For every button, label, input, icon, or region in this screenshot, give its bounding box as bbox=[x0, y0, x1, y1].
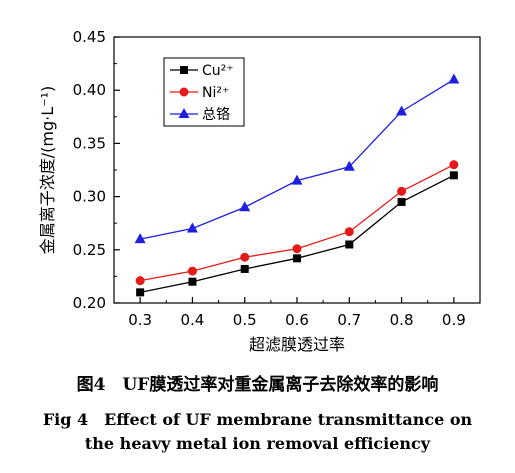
data-point bbox=[397, 186, 407, 196]
data-point bbox=[449, 171, 458, 180]
series-layer bbox=[134, 73, 460, 297]
data-point bbox=[396, 105, 408, 116]
line-chart: 0.3 0.4 0.5 0.6 0.7 0.8 0.9 0.20 0.25 0.30 0.35 0.4… bbox=[38, 28, 481, 354]
x-tick-label: 0.3 bbox=[128, 311, 152, 329]
data-point bbox=[291, 174, 303, 185]
data-point bbox=[239, 201, 251, 212]
series-2 bbox=[135, 160, 459, 286]
data-point bbox=[293, 254, 301, 263]
y-tick-label: 0.35 bbox=[73, 134, 106, 152]
data-point bbox=[343, 160, 355, 171]
legend-marker bbox=[178, 108, 190, 118]
axes: 0.3 0.4 0.5 0.6 0.7 0.8 0.9 0.20 0.25 0.30 0.35 0.4… bbox=[73, 28, 466, 329]
x-tick-label: 0.8 bbox=[390, 311, 414, 329]
x-tick-label: 0.7 bbox=[337, 311, 361, 329]
data-point bbox=[240, 264, 249, 273]
y-tick-label: 0.20 bbox=[73, 294, 106, 312]
series-1 bbox=[136, 171, 458, 297]
x-tick-label: 0.9 bbox=[442, 311, 466, 329]
data-point bbox=[448, 73, 460, 84]
y-tick-label: 0.30 bbox=[73, 188, 106, 206]
x-tick-label: 0.6 bbox=[285, 311, 309, 329]
data-point bbox=[292, 244, 302, 254]
figure-caption-english-line1: Fig 4 Effect of UF membrane transmittanc… bbox=[42, 410, 473, 429]
x-axis-label: 超滤膜透过率 bbox=[249, 335, 345, 354]
data-point bbox=[345, 240, 354, 249]
data-point bbox=[135, 276, 145, 286]
series-3 bbox=[134, 73, 460, 244]
legend-marker bbox=[179, 87, 189, 97]
data-point bbox=[186, 222, 198, 233]
data-point bbox=[240, 252, 250, 262]
y-tick-label: 0.40 bbox=[73, 81, 106, 99]
legend: Cu²⁺ Ni²⁺ 总铬 bbox=[163, 57, 245, 127]
data-point bbox=[136, 288, 145, 297]
series-line bbox=[140, 174, 455, 293]
y-tick-label: 0.25 bbox=[73, 241, 106, 259]
data-point bbox=[397, 197, 406, 206]
data-point bbox=[449, 160, 459, 170]
figure-caption-english-line2: the heavy metal ion removal efficiency bbox=[84, 434, 431, 453]
data-point bbox=[188, 277, 197, 286]
legend-marker bbox=[180, 66, 188, 74]
data-point bbox=[344, 227, 354, 237]
legend-label: Cu²⁺ bbox=[202, 63, 234, 79]
data-point bbox=[187, 266, 197, 276]
figure-caption-chinese: 图4 UF膜透过率对重金属离子去除效率的影响 bbox=[76, 375, 439, 395]
y-tick-label: 0.45 bbox=[73, 28, 106, 46]
legend-label: 总铬 bbox=[202, 107, 230, 123]
x-tick-label: 0.5 bbox=[233, 311, 257, 329]
data-point bbox=[134, 233, 146, 244]
x-tick-label: 0.4 bbox=[180, 311, 204, 329]
legend-label: Ni²⁺ bbox=[202, 85, 229, 101]
y-axis-label: 金属离子浓度/(mg·L⁻¹) bbox=[38, 86, 57, 254]
